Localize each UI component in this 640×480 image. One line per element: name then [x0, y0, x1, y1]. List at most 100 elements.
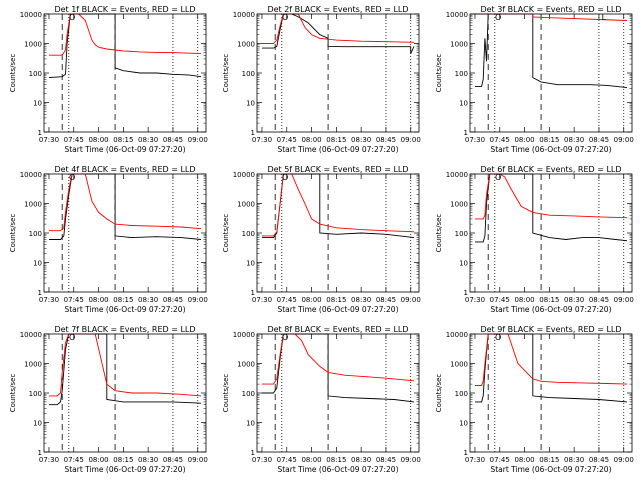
y-tick-label: 10 [459, 260, 468, 268]
x-tick-label: 08:00 [514, 296, 534, 304]
panel-title: Det 3f BLACK = Events, RED = LLD [480, 5, 621, 14]
panel-title: Det 7f BLACK = Events, RED = LLD [54, 325, 195, 334]
plot-frame [469, 333, 633, 453]
x-axis-label: Start Time (06-Oct-09 07:27:20) [490, 305, 611, 314]
x-tick-label: 09:00 [188, 136, 208, 144]
event-marker: O [282, 333, 288, 342]
y-axis-label: Counts/sec [222, 54, 230, 93]
x-tick-label: 08:00 [301, 296, 321, 304]
x-tick-label: 07:45 [64, 456, 84, 464]
y-tick-label: 10000 [233, 171, 255, 179]
x-axis-label: Start Time (06-Oct-09 07:27:20) [277, 145, 398, 154]
y-tick-label: 10 [33, 260, 42, 268]
panel-5: Det 5f BLACK = Events, RED = LLD Counts/s… [222, 165, 421, 314]
y-tick-label: 1000 [237, 201, 255, 209]
x-tick-label: 08:15 [113, 296, 133, 304]
panel-2: Det 2f BLACK = Events, RED = LLD Counts/s… [222, 5, 421, 154]
lld-series-line [262, 173, 415, 237]
y-tick-label: 100 [242, 70, 255, 78]
plot-frame [43, 13, 207, 133]
y-tick-label: 10 [459, 100, 468, 108]
y-axis-label: Counts/sec [9, 214, 17, 253]
y-tick-label: 1 [251, 449, 255, 457]
x-tick-label: 07:30 [39, 456, 59, 464]
y-tick-label: 1000 [24, 41, 42, 49]
panel-title: Det 9f BLACK = Events, RED = LLD [480, 325, 621, 334]
panel-7: Det 7f BLACK = Events, RED = LLD Counts/s… [9, 325, 208, 474]
x-tick-label: 07:30 [39, 296, 59, 304]
y-tick-label: 10 [246, 420, 255, 428]
x-tick-label: 09:00 [401, 296, 421, 304]
event-marker: O [495, 13, 501, 22]
x-axis-label: Start Time (06-Oct-09 07:27:20) [490, 465, 611, 474]
y-tick-label: 1 [464, 289, 468, 297]
x-tick-label: 08:00 [88, 456, 108, 464]
y-tick-label: 1 [464, 129, 468, 137]
x-axis-label: Start Time (06-Oct-09 07:27:20) [277, 305, 398, 314]
y-tick-label: 100 [29, 230, 42, 238]
y-tick-label: 1000 [237, 361, 255, 369]
panel-8: Det 8f BLACK = Events, RED = LLD Counts/s… [222, 325, 421, 474]
x-tick-label: 08:15 [539, 456, 559, 464]
x-tick-label: 08:00 [514, 456, 534, 464]
y-tick-label: 10000 [446, 11, 468, 19]
event-marker: L [602, 13, 607, 22]
lld-series-line [262, 13, 415, 44]
event-marker: O [282, 13, 288, 22]
y-tick-label: 100 [242, 390, 255, 398]
x-tick-label: 08:45 [163, 136, 183, 144]
x-tick-label: 08:45 [376, 136, 396, 144]
x-tick-label: 09:00 [401, 456, 421, 464]
y-tick-label: 100 [455, 70, 468, 78]
x-tick-label: 07:30 [252, 456, 272, 464]
plot-frame [469, 13, 633, 133]
y-tick-label: 100 [455, 390, 468, 398]
y-tick-label: 10 [459, 420, 468, 428]
panel-title: Det 6f BLACK = Events, RED = LLD [480, 165, 621, 174]
panel-title: Det 2f BLACK = Events, RED = LLD [267, 5, 408, 14]
x-tick-label: 07:30 [465, 456, 485, 464]
x-tick-label: 07:30 [465, 136, 485, 144]
x-tick-label: 08:45 [376, 296, 396, 304]
x-axis-label: Start Time (06-Oct-09 07:27:20) [64, 465, 185, 474]
x-tick-label: 08:30 [138, 296, 158, 304]
y-tick-label: 10000 [20, 171, 42, 179]
y-axis-label: Counts/sec [435, 374, 443, 413]
x-axis-label: Start Time (06-Oct-09 07:27:20) [64, 305, 185, 314]
x-tick-label: 08:30 [138, 136, 158, 144]
event-marker: O [495, 173, 501, 182]
event-marker: O [69, 13, 75, 22]
y-tick-label: 10000 [446, 331, 468, 339]
y-axis-label: Counts/sec [222, 214, 230, 253]
x-tick-label: 08:15 [539, 136, 559, 144]
event-marker: O [69, 173, 75, 182]
y-tick-label: 1 [464, 449, 468, 457]
x-tick-label: 08:30 [564, 296, 584, 304]
event-marker: O [282, 173, 288, 182]
y-tick-label: 100 [455, 230, 468, 238]
plot-frame [43, 173, 207, 293]
y-tick-label: 100 [29, 390, 42, 398]
y-tick-label: 1 [38, 129, 42, 137]
panel-4: Det 4f BLACK = Events, RED = LLD Counts/s… [9, 165, 208, 314]
x-tick-label: 08:00 [514, 136, 534, 144]
y-axis-label: Counts/sec [435, 54, 443, 93]
panel-6: Det 6f BLACK = Events, RED = LLD Counts/s… [435, 165, 634, 314]
x-tick-label: 07:30 [39, 136, 59, 144]
y-tick-label: 1 [251, 289, 255, 297]
y-tick-label: 10000 [233, 11, 255, 19]
y-axis-label: Counts/sec [9, 54, 17, 93]
event-marker: O [69, 333, 75, 342]
panel-title: Det 8f BLACK = Events, RED = LLD [267, 325, 408, 334]
events-series-line [475, 333, 628, 403]
x-tick-label: 08:30 [564, 136, 584, 144]
x-tick-label: 08:45 [589, 136, 609, 144]
x-tick-label: 08:00 [88, 136, 108, 144]
plot-frame [256, 173, 420, 293]
x-axis-label: Start Time (06-Oct-09 07:27:20) [277, 465, 398, 474]
panel-title: Det 5f BLACK = Events, RED = LLD [267, 165, 408, 174]
x-tick-label: 07:30 [465, 296, 485, 304]
x-tick-label: 08:30 [351, 456, 371, 464]
panel-title: Det 4f BLACK = Events, RED = LLD [54, 165, 195, 174]
y-tick-label: 1 [38, 289, 42, 297]
